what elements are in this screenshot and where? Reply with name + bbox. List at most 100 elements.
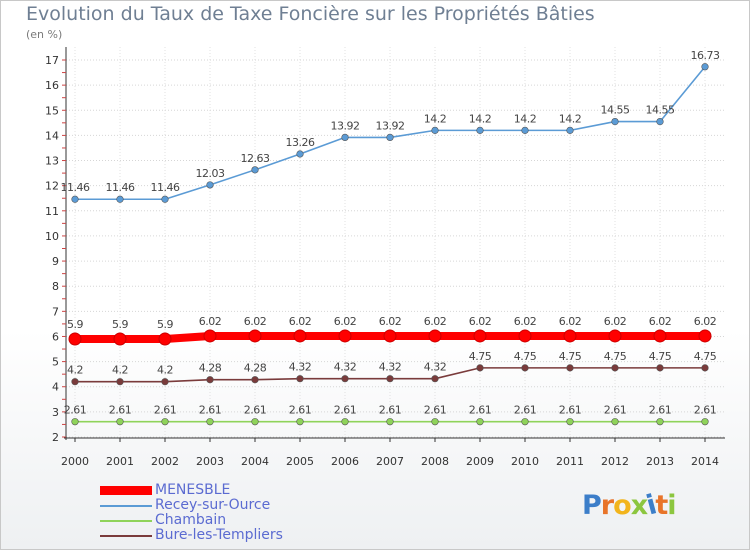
data-point-menesble — [653, 329, 667, 343]
data-label-menesble: 5.9 — [112, 318, 128, 331]
data-label-chambain: 2.61 — [289, 404, 312, 417]
data-point-recey-sur-ource — [476, 126, 484, 134]
y-tick-label: 11 — [45, 205, 59, 218]
x-tick-label: 2004 — [241, 455, 269, 468]
data-label-chambain: 2.61 — [604, 404, 627, 417]
y-tick-label: 17 — [45, 54, 59, 67]
x-tick-label: 2005 — [286, 455, 314, 468]
data-label-recey-sur-ource: 14.2 — [514, 112, 537, 125]
data-point-chambain — [341, 418, 349, 426]
data-label-recey-sur-ource: 16.73 — [691, 49, 720, 62]
chart-unit-label: (en %) — [26, 28, 63, 41]
data-point-chambain — [386, 418, 394, 426]
data-point-recey-sur-ource — [116, 195, 124, 203]
data-label-bure-les-templiers: 4.32 — [289, 361, 312, 374]
data-point-recey-sur-ource — [71, 195, 79, 203]
data-label-bure-les-templiers: 4.2 — [112, 364, 128, 377]
x-tick-label: 2009 — [466, 455, 494, 468]
data-point-recey-sur-ource — [656, 117, 664, 126]
x-tick-label: 2000 — [61, 455, 89, 468]
chart-title: Evolution du Taux de Taxe Foncière sur l… — [26, 3, 595, 25]
data-label-menesble: 6.02 — [379, 315, 402, 328]
y-tick-label: 3 — [52, 406, 59, 419]
data-label-chambain: 2.61 — [694, 404, 717, 417]
data-label-chambain: 2.61 — [514, 404, 537, 417]
data-label-recey-sur-ource: 14.55 — [601, 104, 630, 117]
data-label-chambain: 2.61 — [379, 404, 402, 417]
y-tick-label: 10 — [45, 230, 59, 243]
data-label-recey-sur-ource: 11.46 — [151, 181, 180, 194]
data-point-recey-sur-ource — [161, 195, 169, 203]
data-point-bure-les-templiers — [341, 375, 349, 383]
data-point-menesble — [698, 329, 712, 343]
data-label-chambain: 2.61 — [199, 404, 222, 417]
y-tick-label: 6 — [52, 330, 59, 343]
data-label-menesble: 6.02 — [424, 315, 447, 328]
data-label-chambain: 2.61 — [559, 404, 582, 417]
data-point-bure-les-templiers — [71, 378, 79, 386]
data-label-recey-sur-ource: 13.92 — [376, 119, 405, 132]
logo-letter: t — [655, 490, 668, 521]
y-tick-label: 4 — [52, 381, 59, 394]
data-label-menesble: 6.02 — [334, 315, 357, 328]
data-label-recey-sur-ource: 12.03 — [196, 167, 225, 180]
legend-label: Bure-les-Templiers — [155, 527, 283, 543]
legend-entry: MENESBLE — [100, 482, 340, 499]
logo-letter: o — [613, 490, 632, 521]
data-label-chambain: 2.61 — [469, 404, 492, 417]
data-label-bure-les-templiers: 4.75 — [694, 350, 717, 363]
logo-letter: r — [600, 490, 614, 521]
data-label-chambain: 2.61 — [334, 404, 357, 417]
data-point-menesble — [203, 329, 217, 343]
data-point-chambain — [431, 418, 439, 426]
data-point-bure-les-templiers — [251, 376, 259, 384]
legend-entry: Recey-sur-Ource — [100, 497, 340, 514]
y-tick-label: 9 — [52, 255, 59, 268]
data-label-menesble: 6.02 — [244, 315, 267, 328]
x-tick-label: 2007 — [376, 455, 404, 468]
data-point-recey-sur-ource — [431, 126, 439, 134]
legend-swatch — [100, 486, 152, 495]
logo-letter: P — [582, 490, 602, 521]
data-point-chambain — [476, 418, 484, 426]
x-tick-label: 2006 — [331, 455, 359, 468]
data-point-chambain — [116, 418, 124, 426]
legend-entry: Bure-les-Templiers — [100, 527, 340, 544]
y-tick-label: 5 — [52, 356, 59, 369]
data-label-chambain: 2.61 — [649, 404, 672, 417]
y-tick-label: 12 — [45, 180, 59, 193]
data-label-bure-les-templiers: 4.2 — [67, 364, 83, 377]
legend-label: MENESBLE — [155, 482, 231, 498]
data-label-bure-les-templiers: 4.28 — [199, 362, 222, 375]
legend-label: Recey-sur-Ource — [155, 497, 271, 513]
data-label-recey-sur-ource: 11.46 — [106, 181, 135, 194]
data-point-menesble — [383, 329, 397, 343]
data-label-bure-les-templiers: 4.75 — [604, 350, 627, 363]
data-point-chambain — [656, 418, 664, 426]
data-point-bure-les-templiers — [431, 375, 439, 383]
data-label-recey-sur-ource: 14.55 — [646, 104, 675, 117]
data-point-menesble — [158, 332, 172, 346]
data-point-menesble — [608, 329, 622, 343]
x-tick-label: 2008 — [421, 455, 449, 468]
data-point-menesble — [248, 329, 262, 343]
data-point-recey-sur-ource — [566, 126, 574, 134]
data-label-bure-les-templiers: 4.75 — [514, 350, 537, 363]
data-point-menesble — [518, 329, 532, 343]
x-tick-label: 2010 — [511, 455, 539, 468]
data-label-bure-les-templiers: 4.28 — [244, 362, 267, 375]
data-label-menesble: 6.02 — [694, 315, 717, 328]
data-label-bure-les-templiers: 4.32 — [334, 361, 357, 374]
data-point-chambain — [161, 418, 169, 426]
data-label-recey-sur-ource: 11.46 — [61, 181, 90, 194]
data-label-menesble: 6.02 — [289, 315, 312, 328]
data-point-menesble — [473, 329, 487, 343]
y-tick-label: 13 — [45, 155, 59, 168]
data-label-menesble: 6.02 — [559, 315, 582, 328]
x-tick-label: 2002 — [151, 455, 179, 468]
data-point-chambain — [701, 418, 709, 426]
logo-letter: x — [630, 490, 648, 521]
data-label-bure-les-templiers: 4.32 — [379, 361, 402, 374]
data-point-recey-sur-ource — [701, 63, 709, 71]
data-point-bure-les-templiers — [476, 364, 484, 372]
